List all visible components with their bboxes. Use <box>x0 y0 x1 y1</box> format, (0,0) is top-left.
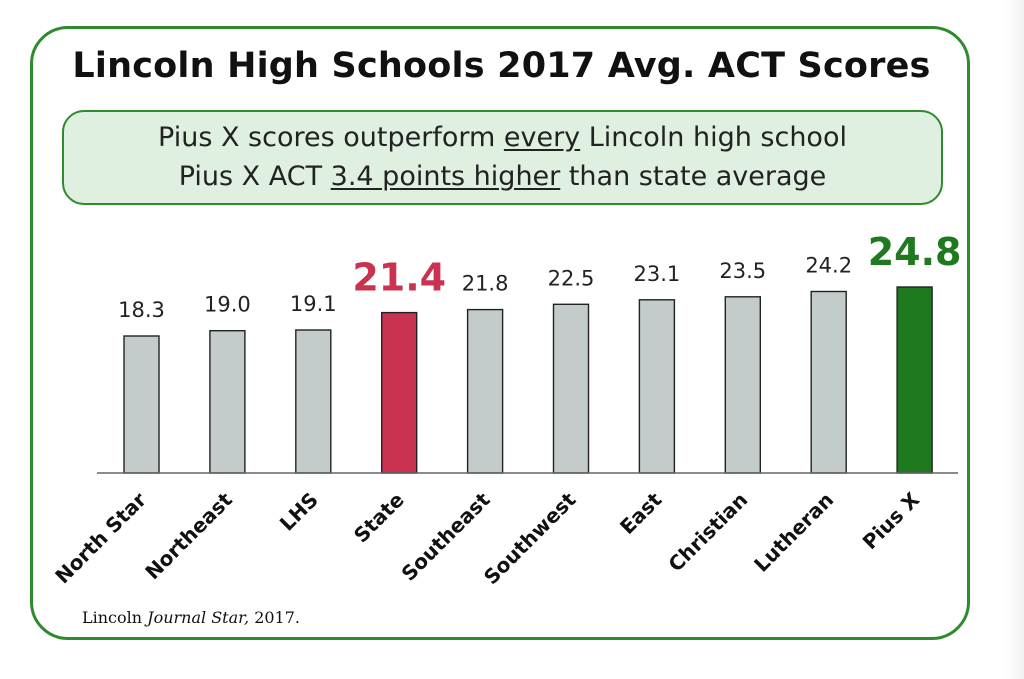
tick-label-lhs: LHS <box>275 488 323 536</box>
bar-northeast <box>209 330 246 474</box>
callout-line-1: Pius X scores outperform every Lincoln h… <box>64 118 941 157</box>
bar-pius-x <box>896 286 933 474</box>
value-label-christian: 23.5 <box>719 259 766 283</box>
value-label-southwest: 22.5 <box>548 266 595 290</box>
value-label-southeast: 21.8 <box>462 272 509 296</box>
tick-label-northeast: Northeast <box>140 487 237 584</box>
tick-label-lutheran: Lutheran <box>749 488 838 577</box>
tick-label-state: State <box>349 488 409 548</box>
tick-label-north-star: North Star <box>50 487 151 588</box>
callout-line-1-emphasis: every <box>503 122 581 153</box>
value-label-lutheran: 24.2 <box>805 254 852 278</box>
bar-north-star <box>123 335 160 474</box>
value-label-state: 21.4 <box>352 256 446 300</box>
callout-line-2: Pius X ACT 3.4 points higher than state … <box>64 157 941 196</box>
bar-southwest <box>552 303 590 474</box>
source-citation: Lincoln Journal Star, 2017. <box>82 608 300 627</box>
value-label-lhs: 19.1 <box>290 292 337 316</box>
source-post: 2017. <box>249 608 300 627</box>
source-publication: Journal Star, <box>147 608 250 627</box>
callout-line-2-pre: Pius X ACT <box>178 161 331 192</box>
chart-title: Lincoln High Schools 2017 Avg. ACT Score… <box>72 46 931 86</box>
callout-line-2-post: than state average <box>560 161 827 192</box>
right-edge-shade <box>1004 0 1024 679</box>
tick-label-east: East <box>615 487 667 539</box>
tick-label-christian: Christian <box>663 488 752 577</box>
value-labels-group: 18.3 19.0 19.1 21.4 21.8 22.5 23.1 23.5 24.2 24.8 <box>118 230 961 322</box>
bar-lhs <box>295 329 332 474</box>
value-label-east: 23.1 <box>634 262 681 286</box>
callout-line-1-post: Lincoln high school <box>580 122 847 153</box>
bar-state <box>381 311 418 474</box>
bar-east <box>638 299 676 474</box>
tick-label-pius-x: Pius X <box>858 487 925 554</box>
callout-line-2-emphasis: 3.4 points higher <box>330 161 561 192</box>
source-pre: Lincoln <box>82 608 148 627</box>
bar-southeast <box>466 308 504 474</box>
value-label-pius-x: 24.8 <box>868 230 962 274</box>
callout-line-1-pre: Pius X scores outperform <box>158 122 504 153</box>
callout-box: Pius X scores outperform every Lincoln h… <box>62 110 943 205</box>
tick-label-southwest: Southwest <box>479 487 581 589</box>
bar-christian <box>724 296 761 474</box>
bar-lutheran <box>810 290 847 474</box>
bars-group <box>123 286 933 474</box>
value-label-northeast: 19.0 <box>204 293 251 317</box>
value-label-north-star: 18.3 <box>118 298 165 322</box>
